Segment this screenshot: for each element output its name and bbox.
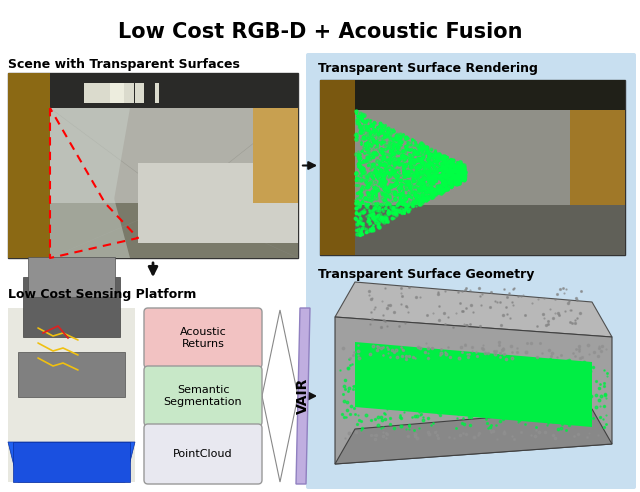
Bar: [135, 83, 144, 103]
Text: Transparent Surface Geometry: Transparent Surface Geometry: [318, 268, 534, 281]
Text: Transparent Surface Rendering: Transparent Surface Rendering: [318, 62, 538, 75]
Bar: [155, 83, 159, 103]
Bar: [110, 83, 134, 103]
FancyBboxPatch shape: [144, 366, 262, 426]
Polygon shape: [335, 282, 612, 337]
FancyBboxPatch shape: [306, 53, 636, 489]
Bar: [50, 108, 298, 203]
Bar: [50, 203, 298, 258]
Bar: [355, 80, 625, 110]
Text: Semantic
Segmentation: Semantic Segmentation: [164, 385, 243, 407]
Polygon shape: [296, 308, 310, 484]
FancyBboxPatch shape: [144, 308, 262, 368]
Bar: [13, 442, 130, 482]
Bar: [253, 108, 298, 203]
Bar: [84, 83, 124, 103]
Bar: [8, 73, 298, 258]
Bar: [320, 80, 625, 255]
Bar: [355, 205, 625, 255]
Text: Scene with Transparent Surfaces: Scene with Transparent Surfaces: [8, 58, 240, 71]
Bar: [320, 80, 355, 255]
Polygon shape: [355, 342, 592, 427]
Text: VAIR: VAIR: [296, 378, 310, 414]
FancyBboxPatch shape: [144, 424, 262, 484]
Bar: [8, 73, 50, 258]
Text: Acoustic
Returns: Acoustic Returns: [180, 327, 227, 349]
Text: Low Cost Sensing Platform: Low Cost Sensing Platform: [8, 288, 196, 301]
Bar: [28, 257, 115, 297]
Bar: [570, 110, 625, 205]
Polygon shape: [262, 310, 298, 482]
Text: Low Cost RGB-D + Acoustic Fusion: Low Cost RGB-D + Acoustic Fusion: [118, 22, 522, 42]
Text: PointCloud: PointCloud: [173, 449, 233, 459]
Bar: [355, 110, 625, 205]
Bar: [23, 277, 120, 337]
Polygon shape: [335, 317, 612, 464]
Bar: [50, 73, 298, 108]
Bar: [8, 308, 135, 482]
Bar: [138, 163, 298, 243]
Bar: [18, 352, 125, 397]
Polygon shape: [335, 409, 612, 464]
Polygon shape: [8, 442, 135, 482]
Polygon shape: [50, 108, 130, 258]
